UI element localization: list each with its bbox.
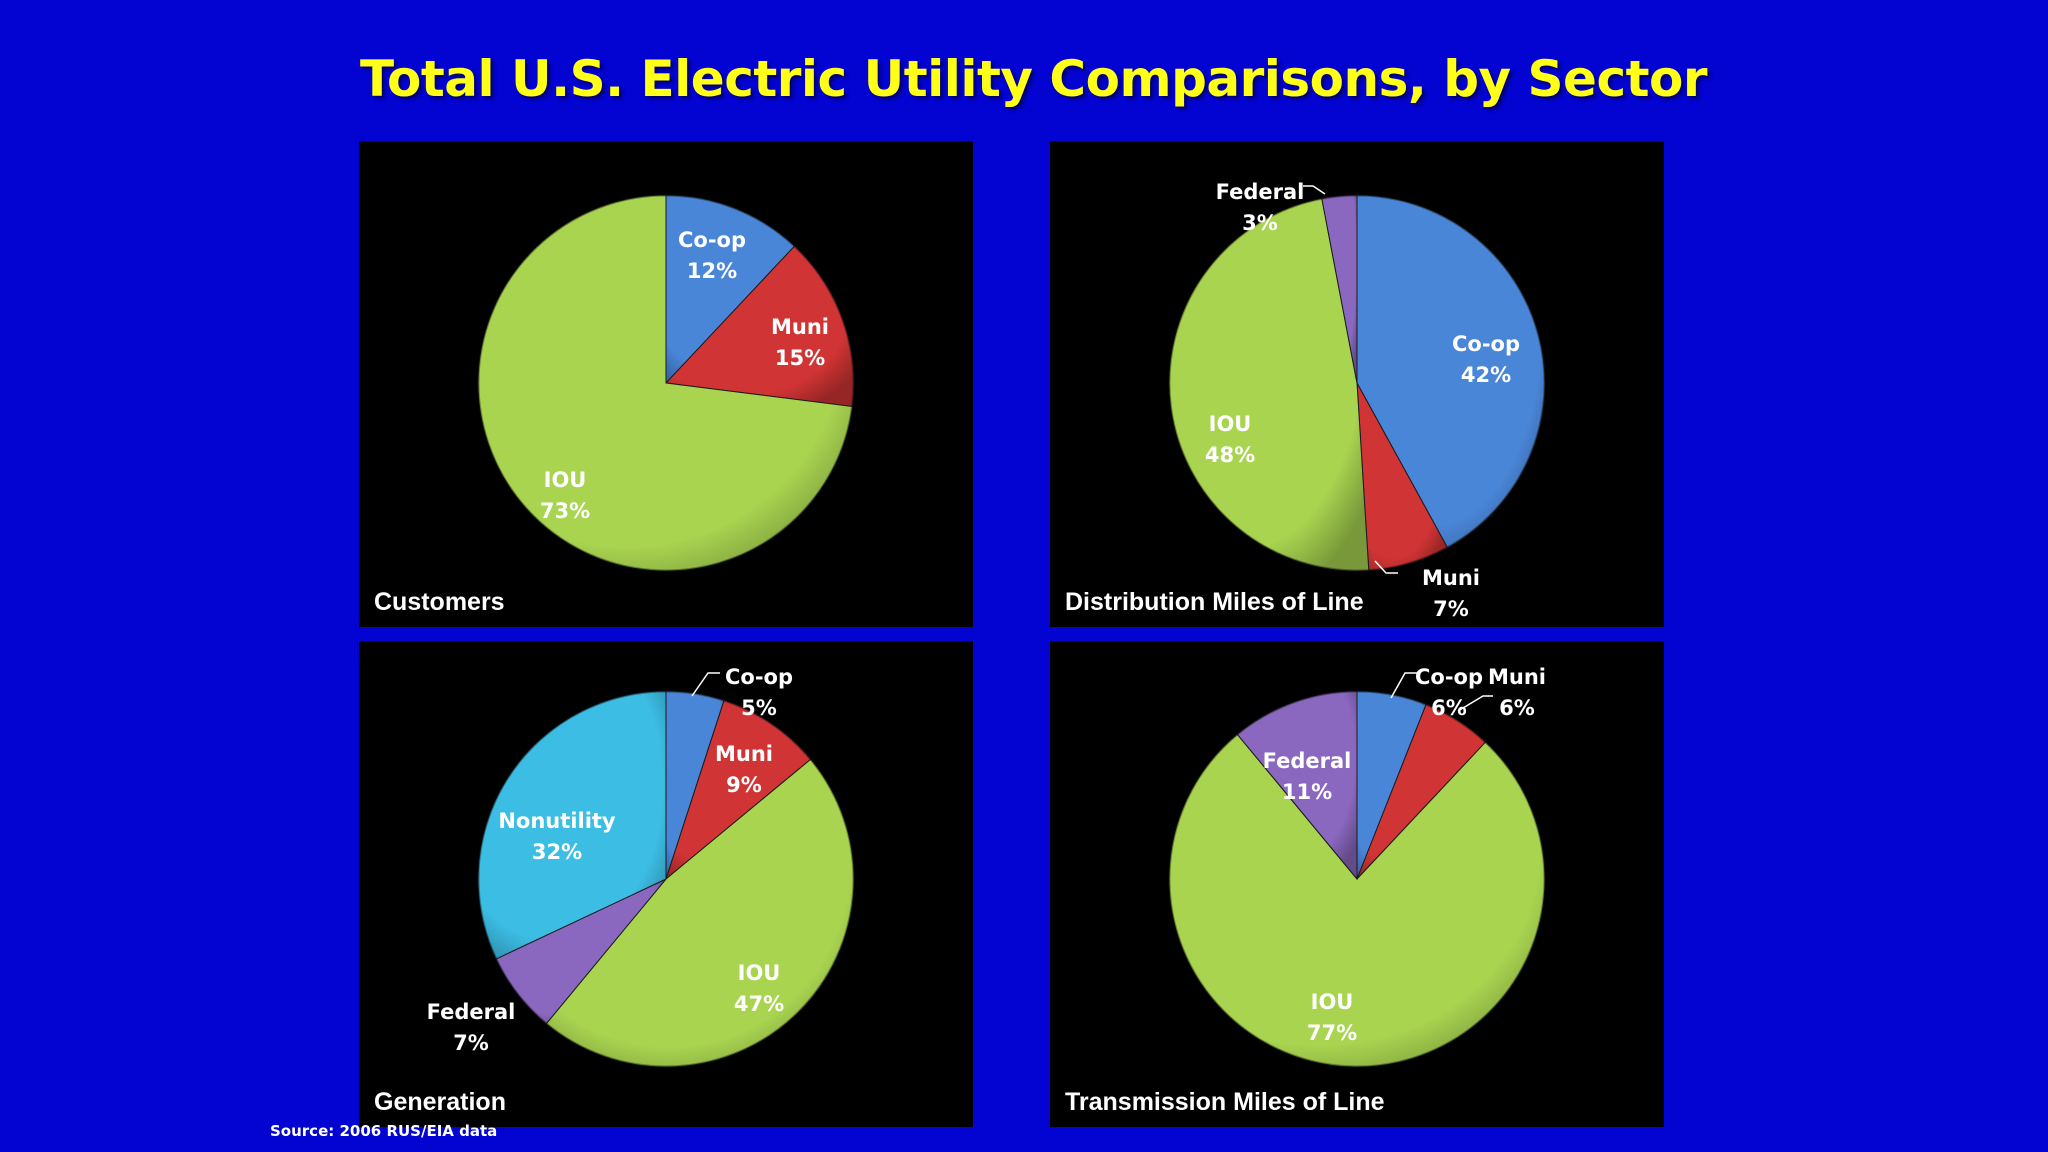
pie-slice-federal [1321, 194, 1358, 384]
leader-line-federal [1303, 185, 1326, 195]
slice-label-muni: Muni [1488, 665, 1546, 689]
pie-slice-iou [545, 758, 855, 1068]
slide-title: Total U.S. Electric Utility Comparisons,… [360, 50, 1708, 108]
pie-slice-co-op [1356, 194, 1546, 549]
pie-rim [1167, 689, 1547, 1069]
transmission-pie-chart: Co-op 6% Muni 6% IOU 77% Federal 11% [1167, 665, 1547, 1069]
slice-value-iou: 77% [1307, 1021, 1357, 1045]
slice-value-iou: 73% [540, 499, 590, 523]
generation-chart-title: Generation [374, 1088, 506, 1116]
pie-rim [1167, 193, 1547, 573]
slice-value-co-op: 42% [1461, 363, 1511, 387]
pie-slice-federal [1236, 690, 1358, 881]
customers-chart-panel: Co-op 12% Muni 15% IOU 73% Customers [359, 141, 973, 627]
slice-label-federal: Federal [1263, 749, 1352, 773]
leader-line-muni [1457, 695, 1493, 712]
slice-value-co-op: 5% [741, 696, 777, 720]
distribution-chart-panel: Co-op 42% Muni 7% IOU 48% Federal 3% Distributi… [1050, 141, 1664, 627]
slice-value-muni: 9% [726, 773, 762, 797]
pie-slice-nonutility [477, 690, 667, 960]
slice-label-iou: IOU [1209, 412, 1252, 436]
leader-line-muni [1374, 560, 1398, 574]
slice-value-co-op: 6% [1431, 696, 1467, 720]
pie-slice-muni [664, 699, 812, 881]
customers-pie-chart: Co-op 12% Muni 15% IOU 73% [476, 193, 856, 573]
slice-label-muni: Muni [771, 315, 829, 339]
distribution-chart-title: Distribution Miles of Line [1065, 588, 1364, 616]
pie-rim [476, 193, 856, 573]
leader-line-co-op [691, 672, 720, 697]
slice-label-co-op: Co-op [1452, 332, 1520, 356]
slice-label-iou: IOU [738, 961, 781, 985]
slice-value-federal: 11% [1282, 780, 1332, 804]
pie-rim [476, 689, 856, 1069]
transmission-chart-title: Transmission Miles of Line [1065, 1088, 1385, 1116]
slice-label-nonutility: Nonutility [498, 809, 616, 833]
slice-value-muni: 7% [1433, 597, 1469, 621]
slice-label-iou: IOU [1311, 990, 1354, 1014]
distribution-pie-chart: Co-op 42% Muni 7% IOU 48% Federal 3% [1167, 180, 1547, 621]
pie-slice-co-op [665, 194, 796, 385]
pie-slice-iou [477, 194, 854, 572]
slice-label-muni: Muni [1422, 566, 1480, 590]
slice-value-iou: 47% [734, 992, 784, 1016]
leader-line-co-op [1390, 672, 1417, 699]
slice-value-federal: 3% [1242, 211, 1278, 235]
slice-label-federal: Federal [1216, 180, 1305, 204]
generation-chart-panel: Co-op 5% Muni 9% IOU 47% Federal 7% Nonutility 32… [359, 641, 973, 1127]
slice-label-co-op: Co-op [678, 228, 746, 252]
slice-value-iou: 48% [1205, 443, 1255, 467]
slice-label-muni: Muni [715, 742, 773, 766]
pie-slice-muni [664, 245, 855, 408]
transmission-chart-panel: Co-op 6% Muni 6% IOU 77% Federal 11% Transmissi… [1050, 641, 1664, 1127]
slice-value-co-op: 12% [687, 259, 737, 283]
pie-slice-iou [1168, 733, 1546, 1068]
generation-pie-chart: Co-op 5% Muni 9% IOU 47% Federal 7% Nonutility 32… [427, 665, 856, 1069]
slice-value-muni: 15% [775, 346, 825, 370]
source-note: Source: 2006 RUS/EIA data [270, 1122, 498, 1140]
slice-label-federal: Federal [427, 1000, 516, 1024]
slice-label-co-op: Co-op [1415, 665, 1483, 689]
pie-slice-iou [1168, 197, 1370, 572]
slice-value-federal: 7% [453, 1031, 489, 1055]
slice-value-nonutility: 32% [532, 840, 582, 864]
slice-label-iou: IOU [544, 468, 587, 492]
slice-value-muni: 6% [1499, 696, 1535, 720]
customers-chart-title: Customers [374, 588, 505, 616]
slice-label-co-op: Co-op [725, 665, 793, 689]
